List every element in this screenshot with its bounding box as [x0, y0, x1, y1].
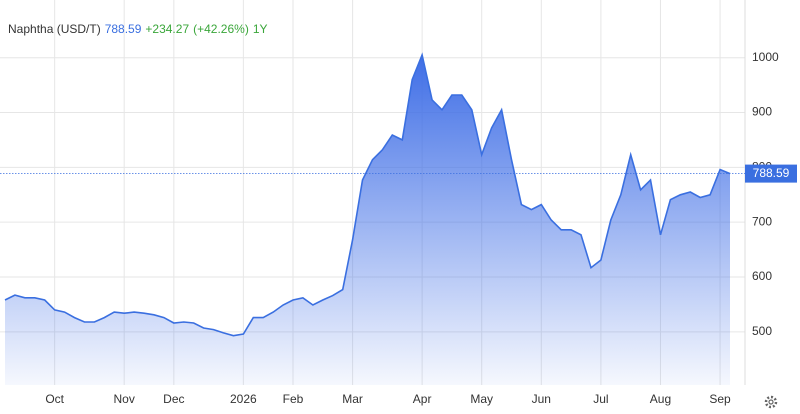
x-tick-label: Nov: [114, 392, 135, 406]
x-tick-label: Mar: [342, 392, 363, 406]
x-tick-label: Feb: [283, 392, 304, 406]
price-change-percent: (+42.26%): [193, 22, 249, 36]
y-tick-label: 600: [752, 269, 772, 283]
last-price-label: 788.59: [753, 166, 790, 180]
y-tick-label: 900: [752, 105, 772, 119]
settings-icon[interactable]: [764, 395, 778, 409]
x-tick-label: Sep: [709, 392, 731, 406]
line: [4, 52, 731, 337]
x-tick-label: 2026: [230, 392, 257, 406]
x-tick-label: Oct: [45, 392, 64, 406]
price-change: +234.27: [145, 22, 189, 36]
x-tick-label: May: [470, 392, 493, 406]
x-tick-label: Jul: [593, 392, 608, 406]
y-tick-label: 700: [752, 214, 772, 228]
last-price-tag: [745, 164, 797, 183]
x-tick-label: Aug: [650, 392, 671, 406]
x-tick-label: Dec: [163, 392, 184, 406]
y-tick-label: 500: [752, 324, 772, 338]
x-tick-label: Jun: [532, 392, 551, 406]
plot: [4, 52, 731, 385]
chart-title: Naphtha (USD/T): [8, 22, 101, 36]
current-price: 788.59: [105, 22, 142, 36]
area: [5, 55, 730, 385]
y-tick-label: 1000: [752, 50, 779, 64]
period: 1Y: [253, 22, 268, 36]
x-tick-label: Apr: [413, 392, 432, 406]
